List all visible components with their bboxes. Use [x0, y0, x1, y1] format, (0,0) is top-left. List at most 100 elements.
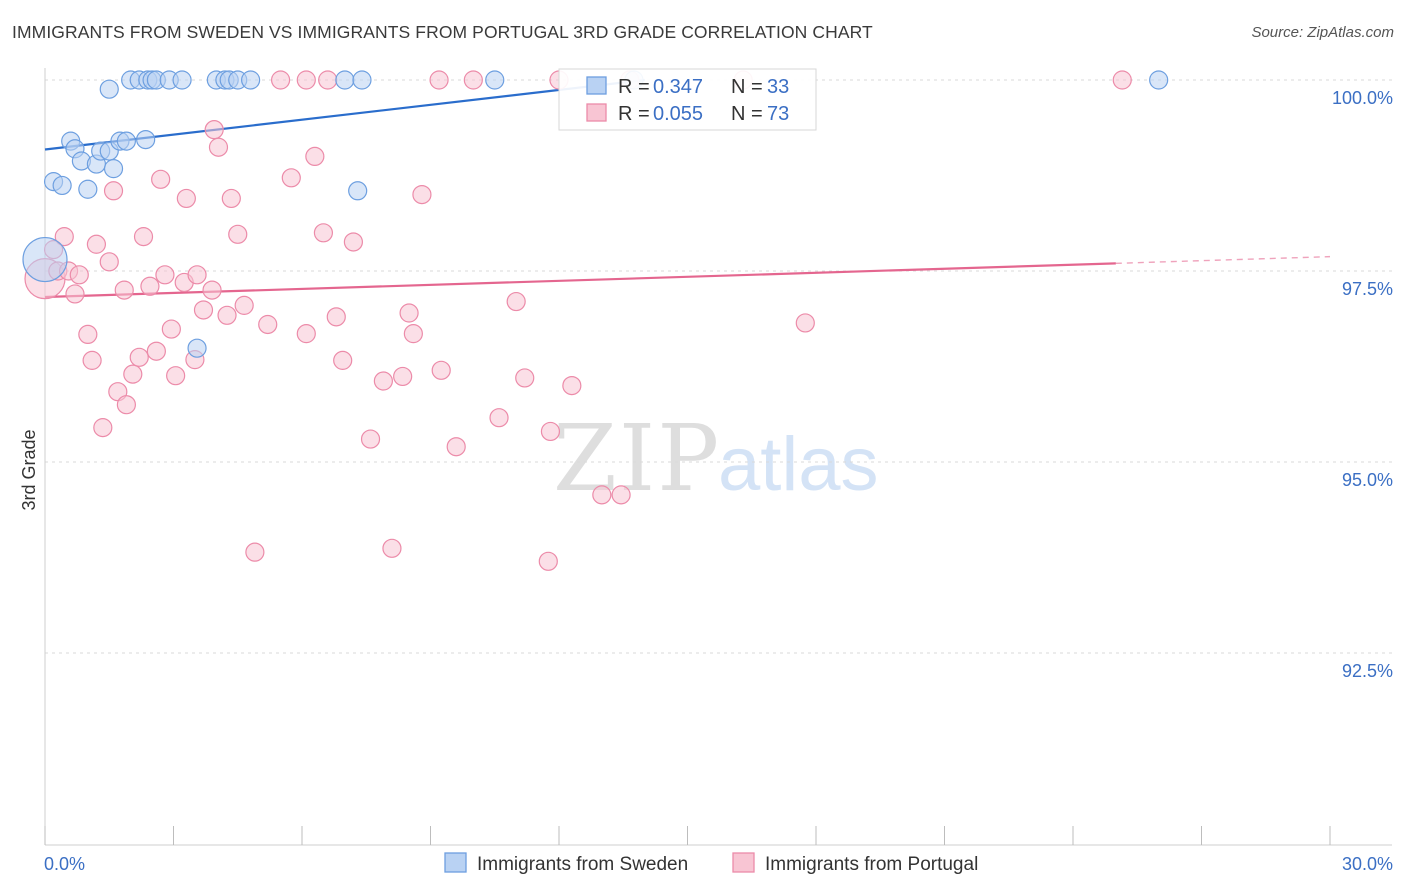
- point-portugal: [296, 324, 316, 344]
- trend-line-portugal: [44, 262, 1116, 299]
- point-portugal: [343, 232, 363, 252]
- point-portugal: [393, 366, 413, 387]
- y-tick-labels: 100.0% 97.5% 95.0% 92.5%: [1332, 88, 1393, 681]
- point-portugal: [592, 485, 612, 505]
- point-sweden: [136, 129, 156, 150]
- data-points: [22, 70, 1169, 571]
- x-tick-label-max: 30.0%: [1342, 854, 1393, 874]
- point-sweden: [103, 159, 124, 179]
- point-portugal: [221, 188, 241, 209]
- point-portugal: [399, 303, 419, 323]
- point-portugal: [463, 70, 483, 90]
- legend-swatch-sweden: [444, 852, 467, 873]
- point-portugal: [204, 120, 224, 140]
- point-portugal: [133, 227, 154, 247]
- y-axis-title: 3rd Grade: [19, 429, 39, 510]
- point-portugal: [382, 538, 402, 558]
- point-sweden: [52, 175, 72, 196]
- point-portugal: [161, 319, 181, 339]
- point-portugal: [78, 324, 98, 345]
- point-portugal: [318, 70, 338, 90]
- stats-r-value-sweden: 0.347: [653, 76, 703, 98]
- point-portugal: [217, 305, 237, 325]
- point-portugal: [234, 295, 254, 315]
- stats-n-label-portugal: N =: [731, 103, 763, 125]
- stats-r-value-portugal: 0.055: [653, 103, 703, 125]
- series-legend: Immigrants from Sweden Immigrants from P…: [444, 852, 978, 875]
- point-portugal: [403, 324, 423, 344]
- point-portugal: [166, 366, 186, 386]
- y-tick-label: 100.0%: [1332, 88, 1393, 108]
- point-portugal: [99, 252, 119, 272]
- point-portugal: [258, 314, 278, 335]
- point-sweden: [352, 70, 372, 90]
- axes: [44, 68, 1392, 846]
- point-sweden: [1149, 70, 1169, 90]
- y-tick-label: 95.0%: [1342, 470, 1393, 490]
- point-portugal: [140, 276, 160, 296]
- point-portugal: [208, 137, 229, 157]
- point-portugal: [333, 350, 353, 370]
- point-portugal: [489, 408, 509, 428]
- legend-swatch-portugal: [732, 852, 755, 873]
- point-sweden: [22, 236, 68, 283]
- point-portugal: [412, 185, 432, 205]
- stats-swatch-portugal: [586, 103, 607, 122]
- point-portugal: [129, 347, 149, 367]
- point-sweden: [187, 338, 207, 358]
- chart-title: IMMIGRANTS FROM SWEDEN VS IMMIGRANTS FRO…: [12, 22, 873, 42]
- legend-label-sweden: Immigrants from Sweden: [477, 854, 688, 875]
- point-portugal: [86, 234, 107, 254]
- x-tick-labels: 0.0% 30.0%: [44, 854, 1393, 874]
- trend-extension-portugal: [1115, 255, 1331, 265]
- point-portugal: [176, 188, 196, 209]
- y-tick-label: 97.5%: [1342, 279, 1393, 299]
- point-portugal: [228, 224, 248, 244]
- point-portugal: [360, 429, 381, 449]
- point-portugal: [506, 291, 526, 312]
- point-portugal: [611, 485, 631, 505]
- point-portugal: [151, 169, 171, 189]
- point-portugal: [538, 551, 558, 571]
- stats-n-value-sweden: 33: [767, 76, 789, 98]
- point-portugal: [123, 364, 143, 384]
- stats-swatch-sweden: [586, 76, 607, 95]
- stats-r-label-portugal: R =: [618, 103, 650, 125]
- point-portugal: [187, 265, 207, 285]
- point-portugal: [103, 181, 124, 201]
- point-portugal: [296, 70, 316, 90]
- stats-n-label-sweden: N =: [731, 76, 763, 98]
- point-portugal: [326, 307, 346, 327]
- stats-n-value-portugal: 73: [767, 103, 789, 125]
- legend-label-portugal: Immigrants from Portugal: [765, 854, 978, 875]
- point-sweden: [99, 79, 119, 99]
- point-portugal: [54, 227, 74, 247]
- point-portugal: [193, 300, 214, 320]
- y-tick-label: 92.5%: [1342, 661, 1393, 681]
- point-sweden: [172, 70, 192, 90]
- point-portugal: [373, 371, 393, 391]
- point-portugal: [540, 421, 561, 442]
- point-portugal: [82, 350, 102, 370]
- stats-r-label-sweden: R =: [618, 76, 650, 98]
- point-portugal: [270, 70, 291, 90]
- point-portugal: [446, 437, 466, 457]
- stats-legend: R = 0.347 N = 33 R = 0.055 N = 73: [558, 68, 817, 131]
- point-portugal: [69, 265, 89, 285]
- point-portugal: [146, 341, 166, 361]
- point-portugal: [245, 542, 265, 562]
- point-portugal: [313, 223, 334, 243]
- point-portugal: [93, 418, 113, 438]
- point-portugal: [202, 280, 222, 300]
- point-portugal: [1112, 70, 1132, 90]
- point-sweden: [335, 70, 355, 90]
- point-portugal: [116, 395, 136, 415]
- point-portugal: [114, 280, 134, 300]
- point-sweden: [116, 131, 136, 151]
- point-sweden: [241, 70, 261, 90]
- point-portugal: [795, 313, 815, 333]
- x-tick-label-min: 0.0%: [44, 854, 85, 874]
- point-portugal: [515, 368, 535, 388]
- point-portugal: [65, 284, 85, 304]
